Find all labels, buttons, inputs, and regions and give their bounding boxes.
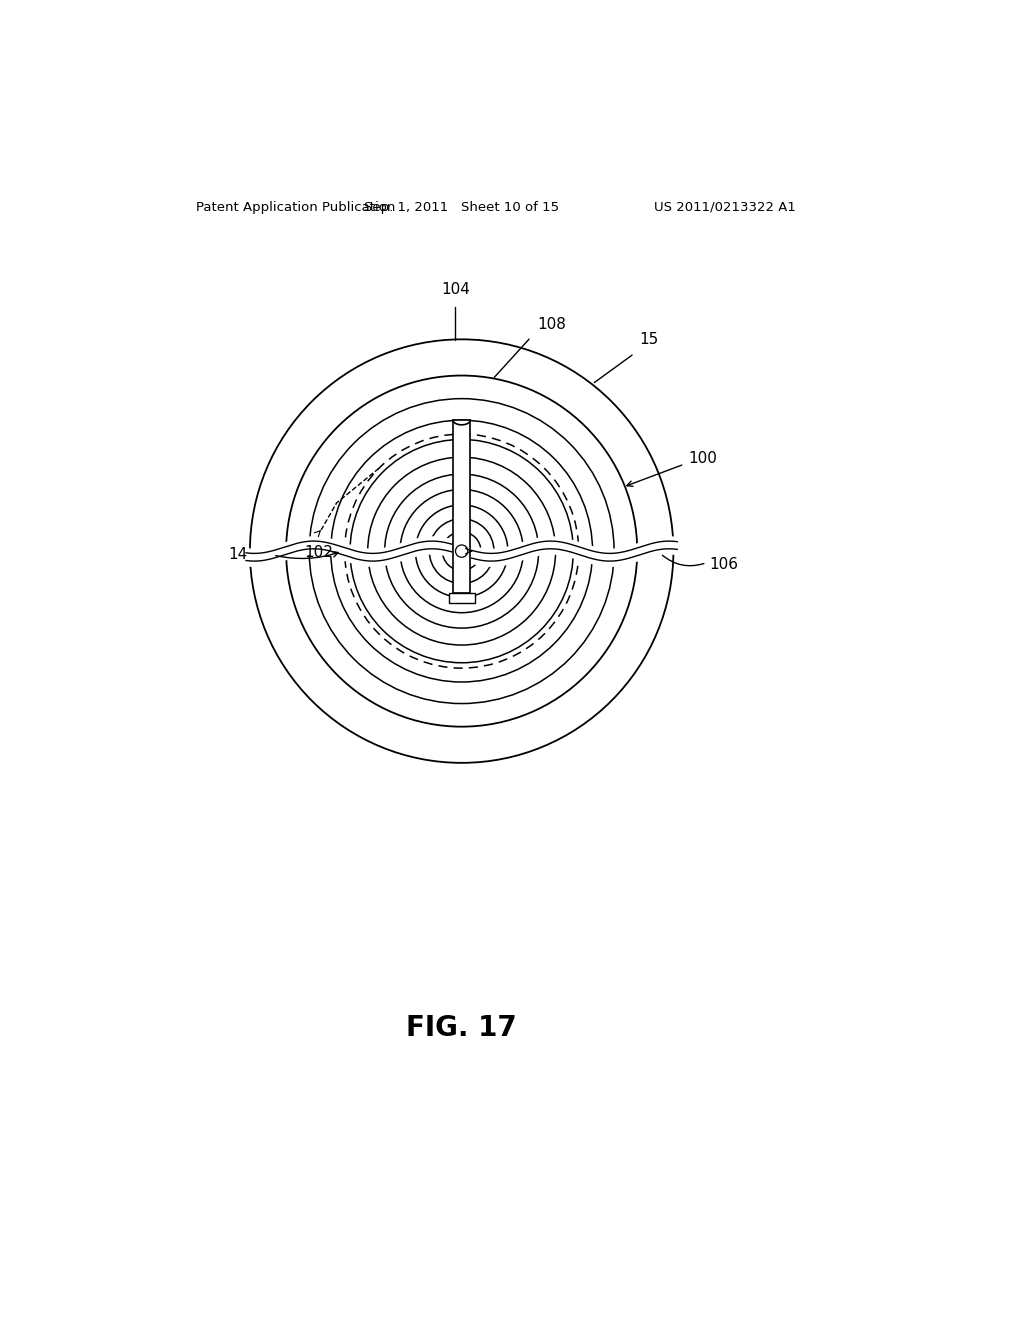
Text: 102: 102 — [304, 545, 333, 561]
Text: 14: 14 — [228, 548, 248, 562]
Text: 100: 100 — [688, 451, 717, 466]
Text: Sep. 1, 2011   Sheet 10 of 15: Sep. 1, 2011 Sheet 10 of 15 — [365, 201, 559, 214]
Text: US 2011/0213322 A1: US 2011/0213322 A1 — [654, 201, 796, 214]
Text: 108: 108 — [538, 317, 566, 331]
Bar — [454, 420, 470, 594]
Text: Patent Application Publication: Patent Application Publication — [196, 201, 395, 214]
Text: 106: 106 — [710, 557, 738, 573]
Bar — [449, 594, 475, 603]
Text: 15: 15 — [640, 333, 659, 347]
Text: FIG. 17: FIG. 17 — [407, 1015, 517, 1043]
Text: 104: 104 — [441, 282, 470, 297]
